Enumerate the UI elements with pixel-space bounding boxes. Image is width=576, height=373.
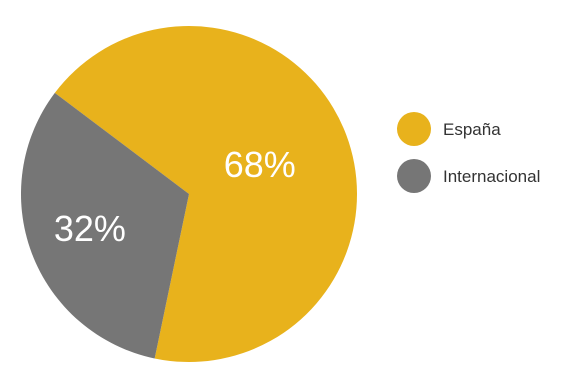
legend-item: Internacional: [397, 159, 540, 193]
legend-swatch: [397, 112, 431, 146]
legend-label: Internacional: [443, 167, 540, 186]
legend-item: España: [397, 112, 501, 146]
legend-label: España: [443, 120, 501, 139]
pie-slice-internacional: [20, 92, 189, 359]
legend: España Internacional: [397, 112, 540, 193]
pie-slice-espa-a: [54, 25, 358, 362]
legend-swatch: [397, 159, 431, 193]
slice-value-label: 68%: [224, 144, 296, 185]
slice-value-label: 32%: [54, 208, 126, 249]
slice-labels-layer: 68% 32%: [54, 144, 296, 249]
slices-layer: [20, 25, 358, 362]
